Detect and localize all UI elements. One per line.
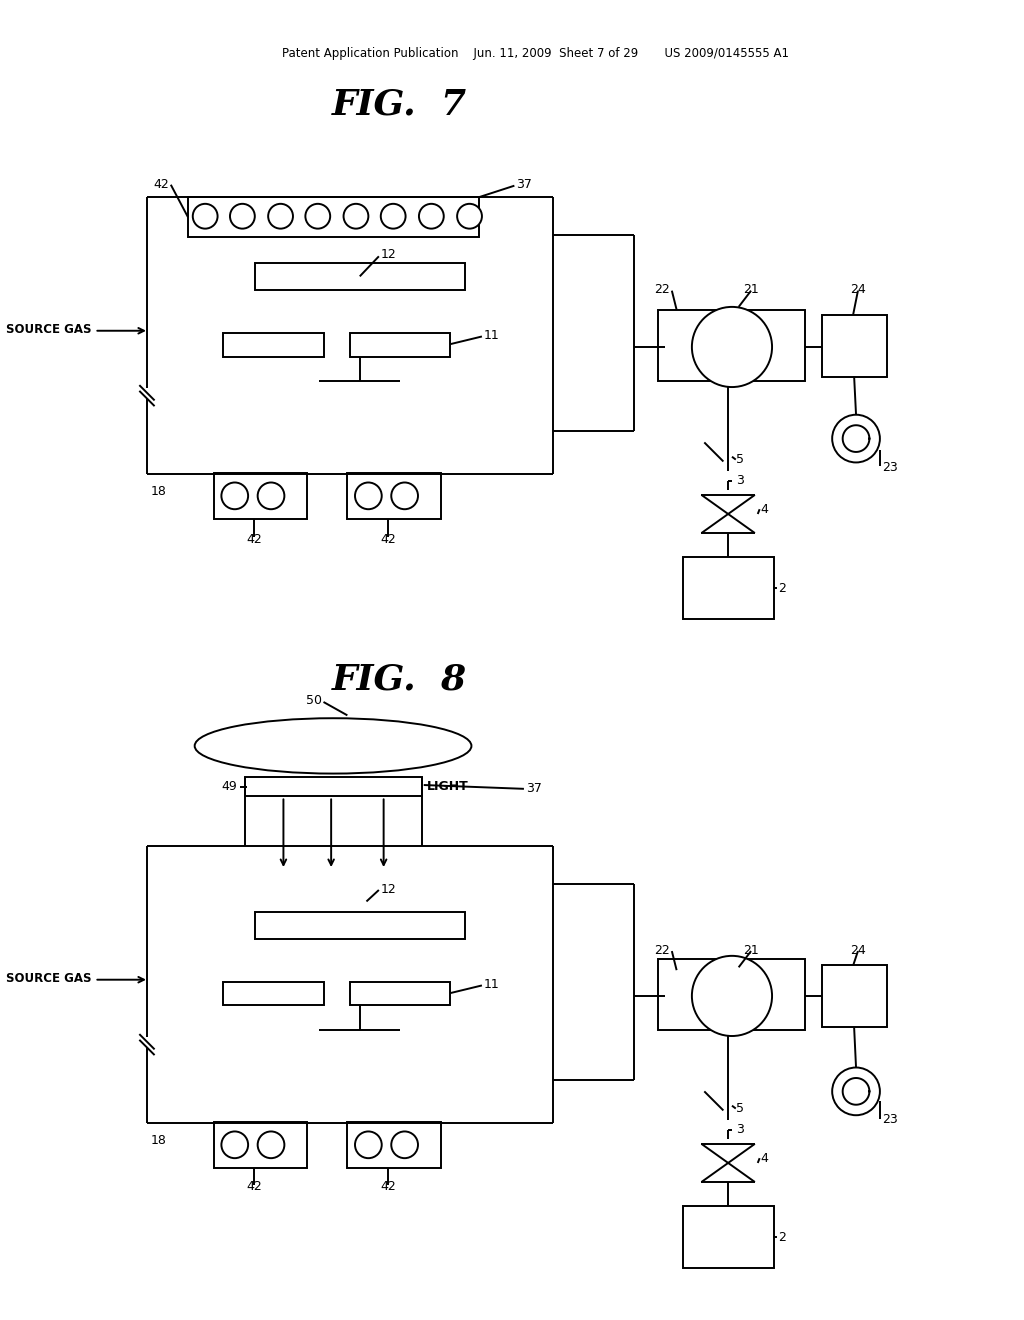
- Circle shape: [419, 203, 443, 228]
- Text: 4: 4: [761, 503, 768, 516]
- Circle shape: [833, 414, 880, 462]
- Text: 42: 42: [246, 533, 262, 546]
- Bar: [657, 958, 806, 1031]
- Text: 50: 50: [306, 693, 322, 706]
- Text: 5: 5: [736, 1102, 743, 1115]
- Bar: [657, 310, 806, 381]
- Text: 21: 21: [743, 944, 759, 957]
- Bar: [350, 982, 451, 1006]
- Text: LIGHT: LIGHT: [427, 780, 468, 793]
- Text: 42: 42: [381, 1180, 396, 1193]
- Bar: [255, 912, 465, 939]
- Bar: [347, 1122, 441, 1168]
- Text: 42: 42: [154, 178, 169, 191]
- Bar: [188, 197, 479, 238]
- Circle shape: [391, 483, 418, 510]
- Text: 4: 4: [761, 1151, 768, 1164]
- Text: SOURCE GAS: SOURCE GAS: [6, 323, 91, 337]
- Text: 11: 11: [484, 978, 500, 991]
- Text: 2: 2: [778, 582, 785, 595]
- Circle shape: [833, 1068, 880, 1115]
- Bar: [223, 333, 324, 356]
- Circle shape: [193, 203, 217, 228]
- Text: 24: 24: [850, 284, 866, 296]
- Bar: [214, 473, 307, 519]
- Bar: [246, 777, 422, 796]
- Bar: [683, 557, 774, 619]
- Bar: [255, 263, 465, 289]
- Circle shape: [355, 483, 382, 510]
- Circle shape: [391, 1131, 418, 1158]
- Circle shape: [305, 203, 330, 228]
- Bar: [683, 1206, 774, 1269]
- Text: Patent Application Publication    Jun. 11, 2009  Sheet 7 of 29       US 2009/014: Patent Application Publication Jun. 11, …: [282, 46, 788, 59]
- Text: 3: 3: [736, 1123, 743, 1137]
- Circle shape: [343, 203, 369, 228]
- Text: 42: 42: [381, 533, 396, 546]
- Text: 42: 42: [246, 1180, 262, 1193]
- Text: 22: 22: [654, 284, 670, 296]
- Text: 23: 23: [882, 1114, 898, 1126]
- Circle shape: [355, 1131, 382, 1158]
- Bar: [223, 982, 324, 1006]
- Circle shape: [268, 203, 293, 228]
- Circle shape: [381, 203, 406, 228]
- Text: 18: 18: [151, 1134, 167, 1147]
- Circle shape: [258, 1131, 285, 1158]
- Bar: [350, 333, 451, 356]
- Ellipse shape: [195, 718, 471, 774]
- Text: FIG.  8: FIG. 8: [333, 663, 467, 696]
- Text: 24: 24: [850, 944, 866, 957]
- Text: 5: 5: [736, 453, 743, 466]
- Text: 2: 2: [778, 1230, 785, 1243]
- Text: 22: 22: [654, 944, 670, 957]
- Text: 37: 37: [526, 783, 542, 796]
- Bar: [821, 965, 887, 1027]
- Bar: [347, 473, 441, 519]
- Circle shape: [221, 1131, 248, 1158]
- Text: 49: 49: [222, 780, 238, 793]
- Text: 21: 21: [743, 284, 759, 296]
- Text: SOURCE GAS: SOURCE GAS: [6, 973, 91, 985]
- Circle shape: [457, 203, 482, 228]
- Circle shape: [258, 483, 285, 510]
- Bar: [214, 1122, 307, 1168]
- Text: FIG.  7: FIG. 7: [333, 87, 467, 121]
- Circle shape: [692, 956, 772, 1036]
- Circle shape: [221, 483, 248, 510]
- Bar: [821, 314, 887, 376]
- Text: 18: 18: [151, 484, 167, 498]
- Circle shape: [692, 306, 772, 387]
- Text: 3: 3: [736, 474, 743, 487]
- Text: 12: 12: [381, 248, 396, 261]
- Text: 12: 12: [381, 883, 396, 895]
- Circle shape: [230, 203, 255, 228]
- Text: 37: 37: [516, 178, 532, 191]
- Text: 11: 11: [484, 329, 500, 342]
- Text: 23: 23: [882, 461, 898, 474]
